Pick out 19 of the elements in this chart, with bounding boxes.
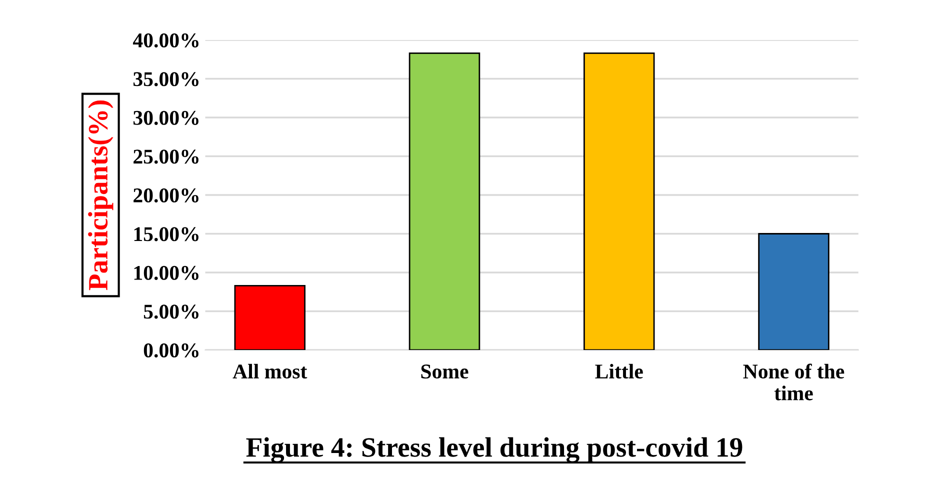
x-tick-label: All most	[232, 364, 308, 379]
y-tick-label: 0.00%	[144, 343, 198, 358]
x-tick-label: Some	[421, 364, 468, 379]
y-tick-label: 40.00%	[132, 33, 198, 48]
y-tick-label: 15.00%	[134, 227, 198, 242]
bar	[408, 52, 480, 350]
y-tick-label: 10.00%	[134, 266, 198, 280]
x-tick-label: Little	[595, 364, 643, 379]
y-tick-label: 25.00%	[134, 150, 198, 164]
text: Figure 4: Stress level during post-covid 19	[246, 437, 742, 463]
y-tick-label: 30.00%	[133, 110, 198, 126]
x-tick-label: None of the time	[743, 364, 844, 400]
y-tick-label: 5.00%	[144, 304, 198, 319]
y-axis-title: Participants(%)	[88, 100, 114, 290]
bar	[584, 52, 655, 350]
bar	[234, 284, 306, 350]
bar	[758, 233, 830, 350]
y-tick-label: 35.00%	[133, 72, 198, 86]
y-tick-label: 20.00%	[134, 188, 198, 203]
